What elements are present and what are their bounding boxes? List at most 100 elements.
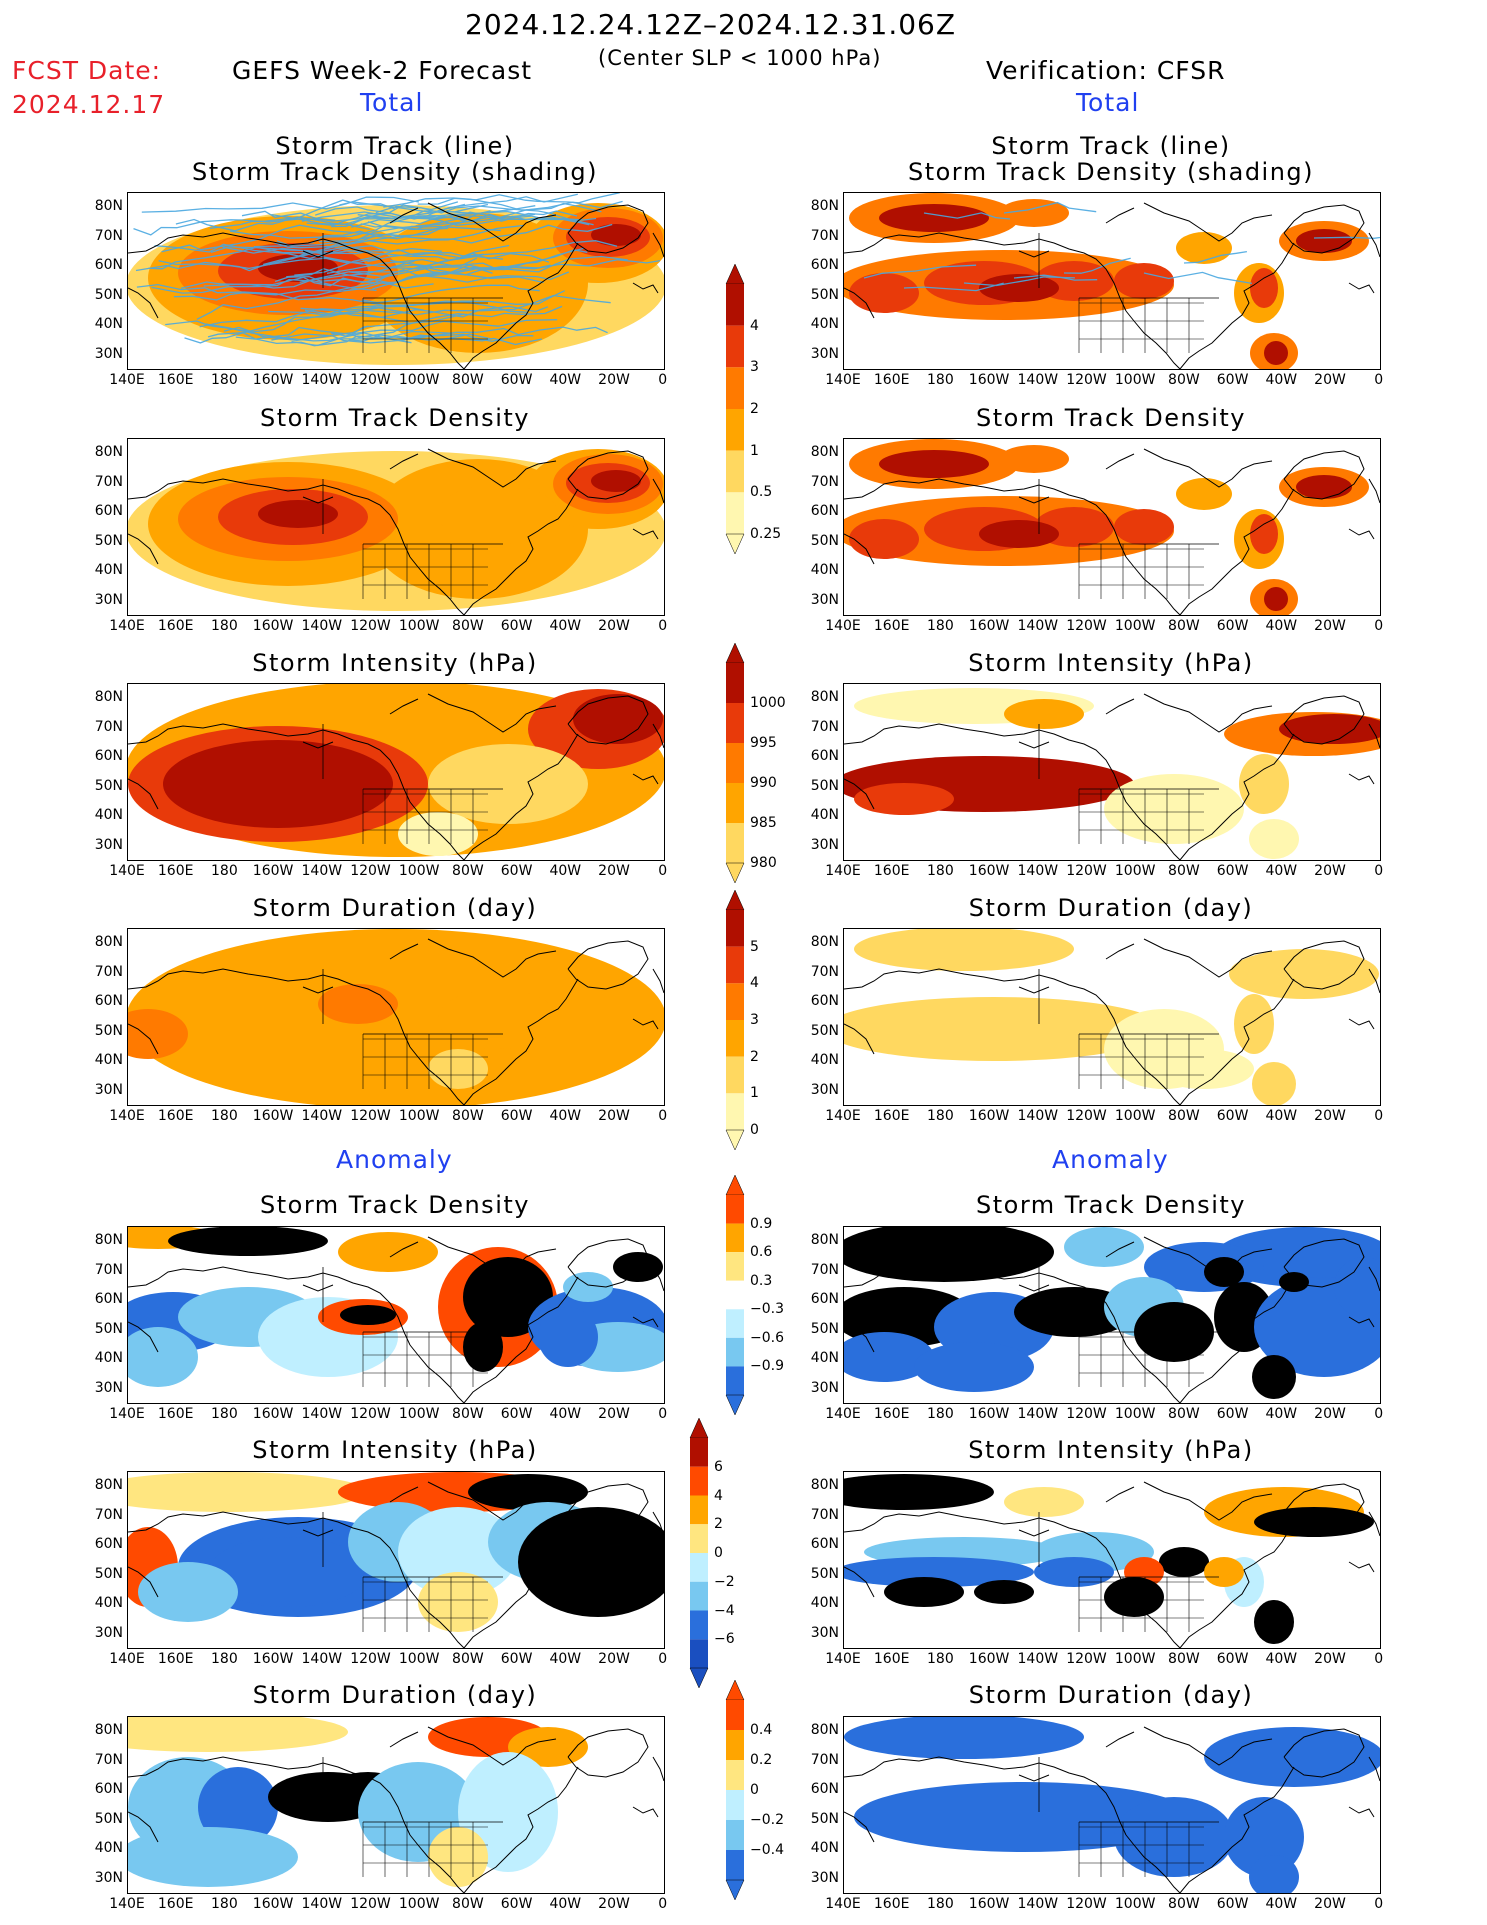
lon-label: 100W	[1114, 1651, 1156, 1667]
density-anomaly-colorbar-label: 0.9	[750, 1215, 773, 1232]
shading-region	[1159, 1547, 1209, 1577]
shading-region	[849, 273, 919, 313]
shading-region	[1154, 1049, 1254, 1089]
density-total-colorbar-label: 1	[750, 442, 759, 459]
duration-total-colorbar-label: 4	[750, 975, 759, 992]
lat-label: 80N	[810, 934, 839, 950]
lon-label: 160E	[873, 1896, 910, 1912]
storm-track-lines	[863, 201, 1380, 292]
lon-label: 0	[1374, 618, 1384, 634]
lat-label: 60N	[810, 1536, 839, 1552]
duration-anomaly-colorbar-label: 0	[750, 1782, 759, 1798]
lon-label: 40W	[1265, 618, 1298, 634]
intensity-anomaly-colorbar-label: 2	[714, 1516, 723, 1533]
coastline	[128, 1726, 664, 1893]
lon-label: 40W	[1265, 1406, 1298, 1422]
storm-track	[141, 196, 420, 213]
shading-region	[884, 1577, 964, 1607]
lat-label: 80N	[94, 1232, 123, 1248]
fcst-density-anomaly-map	[128, 1227, 664, 1403]
obs-intensity-anomaly-map	[844, 1474, 1380, 1648]
lat-label: 60N	[810, 748, 839, 764]
lat-label: 70N	[810, 1506, 839, 1523]
lon-label: 100W	[1114, 863, 1156, 879]
title-r3: Storm Intensity (hPa)	[968, 649, 1254, 677]
lon-label: 180	[927, 618, 954, 634]
lat-label: 60N	[810, 1291, 839, 1307]
obs-density-map	[844, 439, 1380, 615]
fcst-duration-map	[128, 929, 664, 1105]
lon-label: 120W	[350, 863, 391, 879]
shading-region	[1296, 229, 1352, 253]
lon-label: 60W	[500, 372, 533, 388]
left-column-title: GEFS Week-2 Forecast	[232, 56, 533, 85]
density-total-colorbar-label: 2	[750, 401, 759, 417]
storm-track	[1063, 257, 1131, 274]
shading-region	[1264, 587, 1288, 611]
lon-label: 160W	[968, 1651, 1010, 1667]
title-l1a: Storm Track (line)	[275, 132, 515, 160]
title-l7: Storm Duration (day)	[252, 1681, 538, 1709]
coastline	[128, 448, 664, 615]
storm-track	[136, 283, 383, 306]
lat-label: 40N	[94, 807, 123, 823]
shading-region	[1254, 1600, 1294, 1644]
lat-label: 30N	[94, 1624, 123, 1641]
lat-label: 50N	[94, 286, 123, 303]
lat-label: 80N	[94, 689, 123, 705]
coastline	[844, 693, 1380, 860]
lon-label: 20W	[1314, 618, 1346, 634]
storm-track	[271, 333, 493, 344]
storm-track	[241, 201, 459, 222]
lat-label: 60N	[94, 748, 123, 764]
lon-label: 100W	[398, 618, 440, 634]
lon-label: 120W	[350, 1651, 391, 1667]
lat-label: 70N	[94, 1751, 123, 1768]
storm-track	[148, 245, 371, 270]
shading-region	[1004, 699, 1084, 729]
lon-label: 20W	[1314, 1896, 1346, 1912]
lon-label: 0	[1374, 1896, 1384, 1912]
lon-label: 140W	[1017, 618, 1059, 634]
storm-track	[383, 197, 602, 213]
shading-region	[1249, 1855, 1299, 1893]
duration-total-colorbar-label: 3	[750, 1012, 759, 1028]
lat-label: 40N	[810, 807, 839, 823]
lon-label: 120W	[1066, 618, 1107, 634]
title-r4: Storm Duration (day)	[968, 894, 1254, 922]
lon-label: 180	[927, 1108, 954, 1124]
lat-label: 80N	[94, 934, 123, 950]
shading-region	[1264, 341, 1288, 365]
lon-label: 160E	[873, 372, 910, 388]
intensity-anomaly-colorbar-label: 4	[714, 1487, 723, 1504]
lat-label: 40N	[94, 1840, 123, 1856]
shading-region	[163, 740, 393, 828]
lon-label: 180	[211, 1406, 238, 1422]
obs-track-map	[844, 193, 1380, 369]
shading-region	[128, 1327, 198, 1387]
shading-region	[563, 1272, 613, 1302]
lon-label: 140W	[1017, 863, 1059, 879]
lon-label: 140E	[825, 1108, 861, 1124]
storm-track	[276, 226, 501, 247]
coastline	[128, 1236, 664, 1403]
lon-label: 40W	[549, 372, 582, 388]
lat-label: 70N	[810, 473, 839, 490]
obs-duration-panel	[843, 928, 1381, 1106]
lon-label: 100W	[1114, 1108, 1156, 1124]
lon-label: 160W	[968, 372, 1010, 388]
lon-label: 180	[211, 618, 238, 634]
lon-label: 160E	[873, 1651, 910, 1667]
shading-region	[418, 1572, 498, 1632]
coastline	[128, 693, 664, 860]
lat-label: 50N	[94, 1320, 123, 1337]
shading-region	[1204, 1557, 1244, 1587]
lon-label: 20W	[598, 1651, 630, 1667]
intensity-total-colorbar-label: 990	[750, 775, 777, 791]
coastline	[844, 1236, 1380, 1403]
shading-region	[1254, 1507, 1374, 1537]
shading-region	[844, 1474, 994, 1510]
lon-label: 140E	[109, 863, 145, 879]
shading-region	[1114, 263, 1174, 299]
density-anomaly-colorbar-label: −0.9	[750, 1358, 784, 1375]
